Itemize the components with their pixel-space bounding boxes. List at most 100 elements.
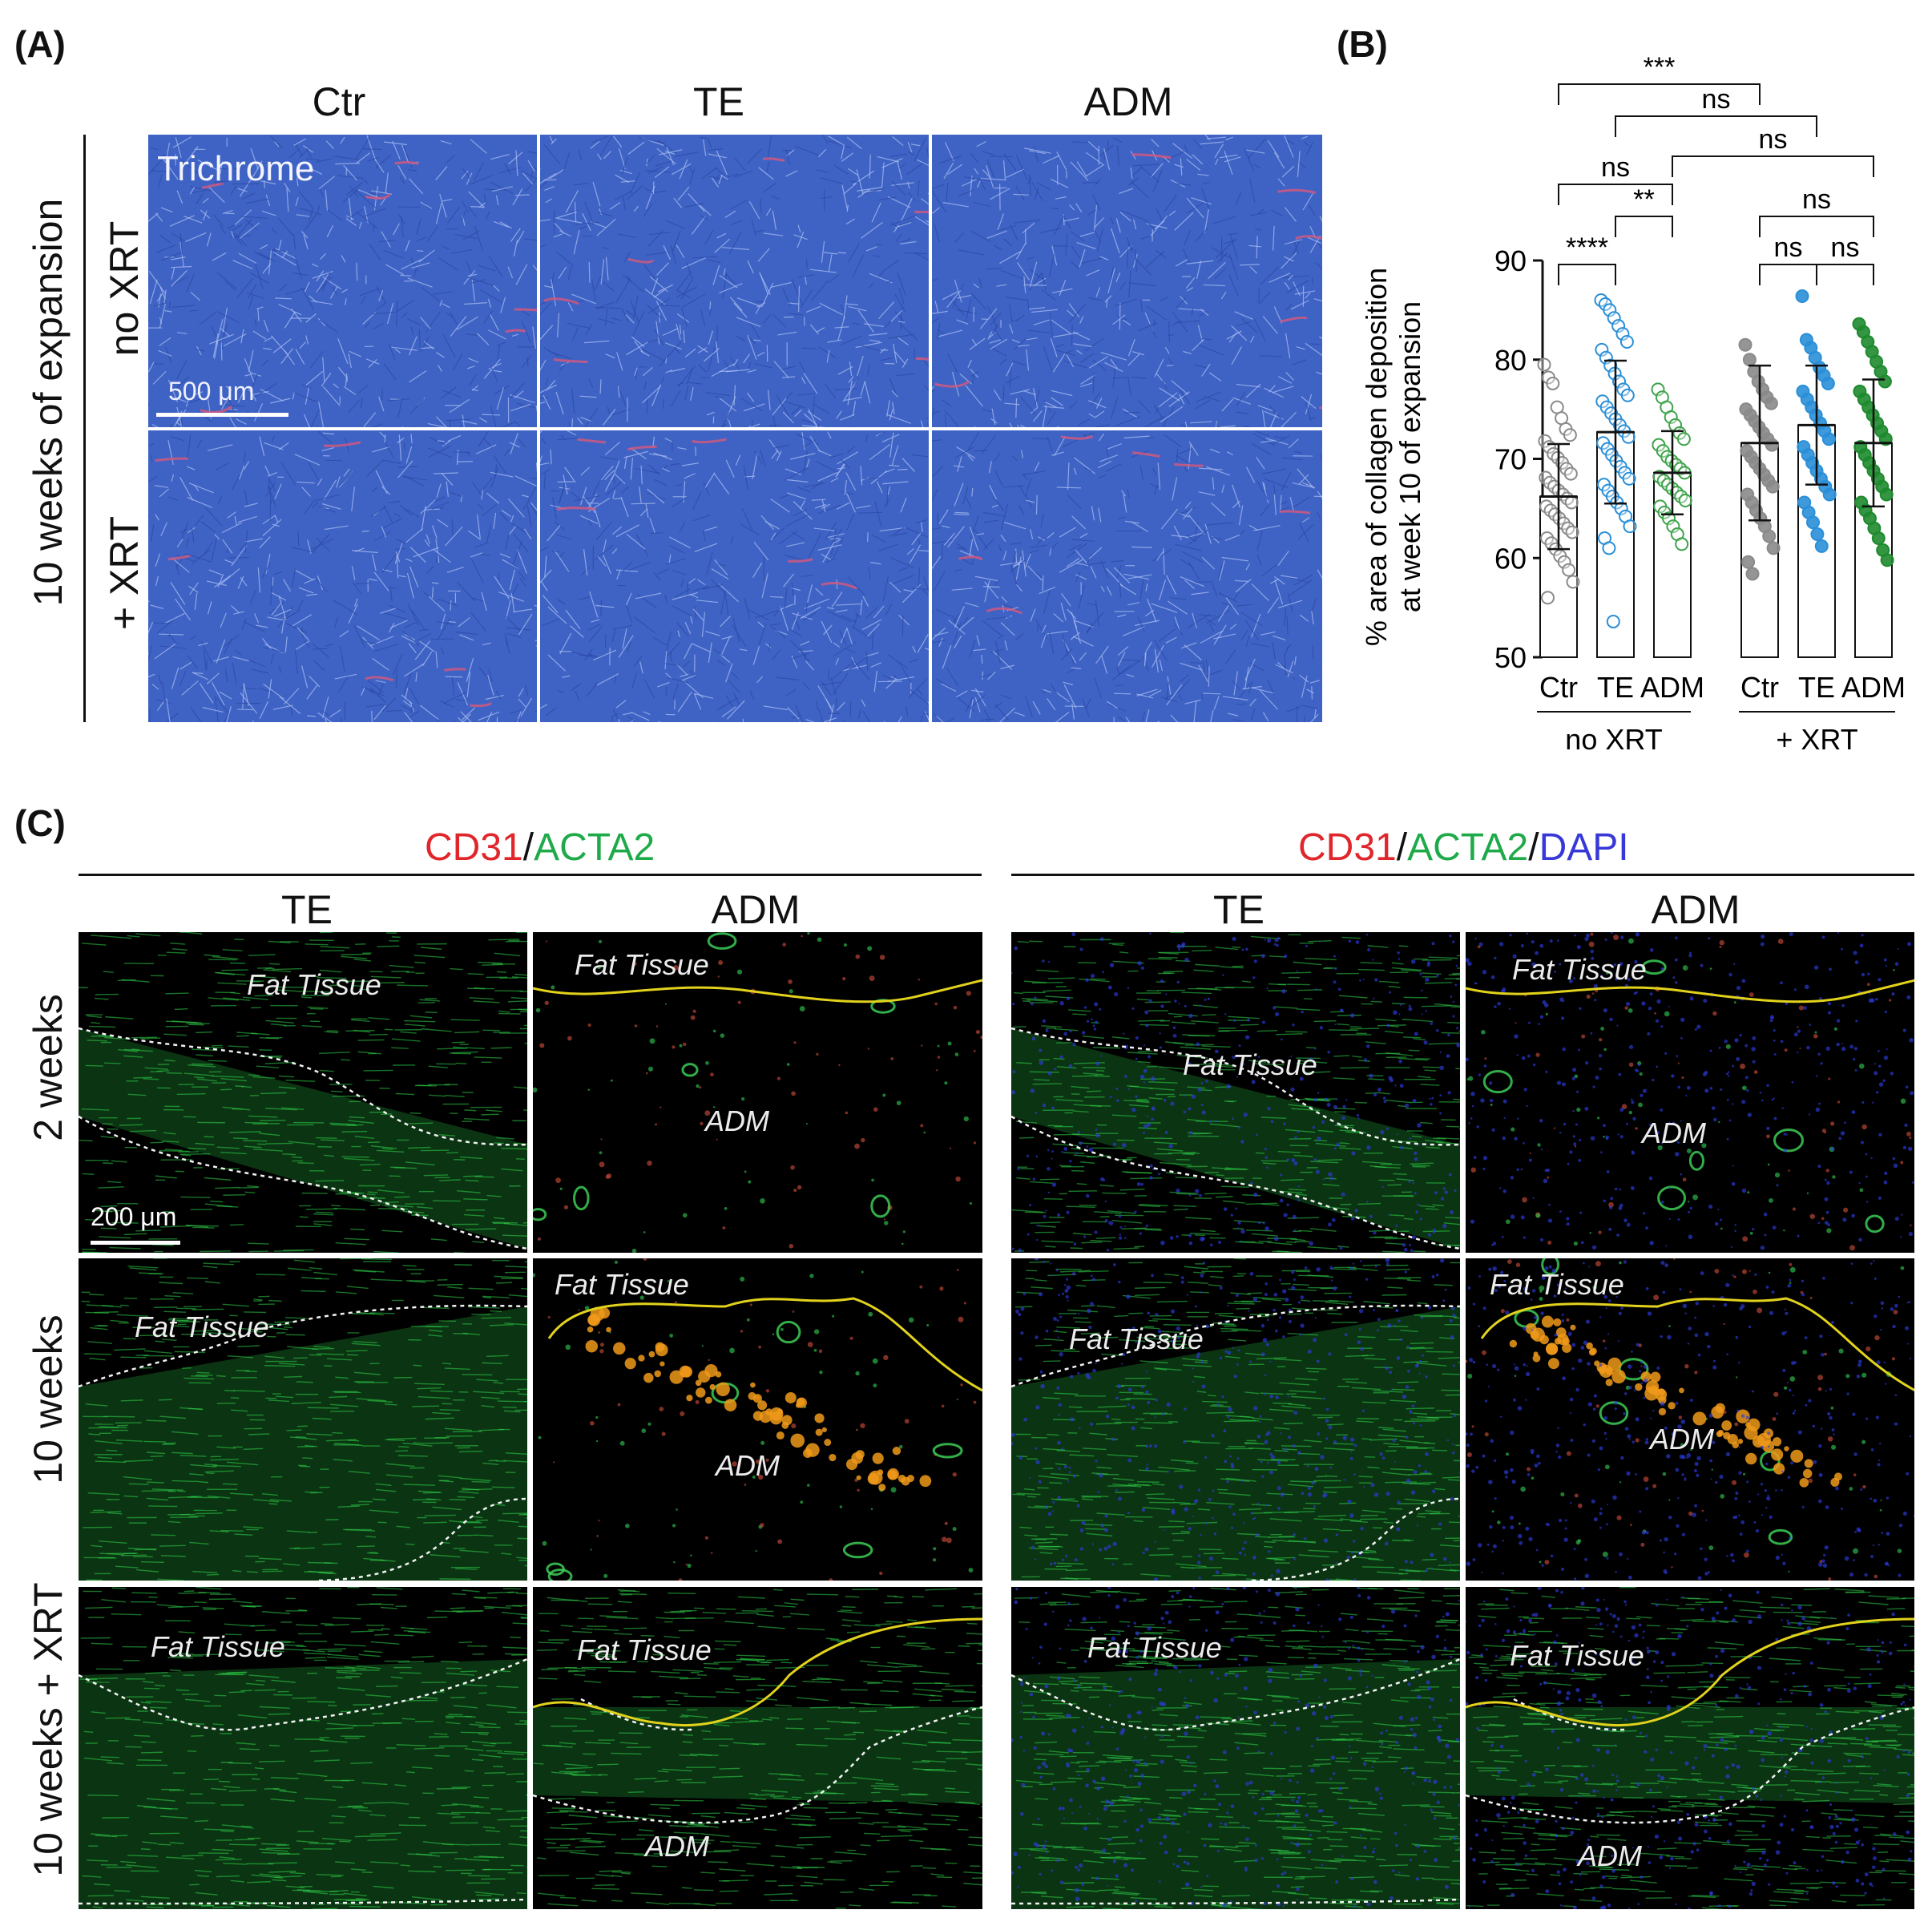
fat-tissue-label: Fat Tissue <box>1512 953 1647 987</box>
trichrome-image-xrt-ctr <box>148 430 537 722</box>
panelC-col-adm-2: ADM <box>1535 886 1856 933</box>
data-point <box>1765 398 1777 410</box>
fat-tissue-label: Fat Tissue <box>575 948 709 982</box>
panelC-stain-left: CD31/ACTA2 <box>425 826 655 870</box>
if-image-10wk-te: Fat Tissue <box>79 1258 527 1581</box>
stain-cd31: CD31 <box>425 826 523 869</box>
trichrome-image-xrt-adm <box>932 430 1322 722</box>
data-point <box>1623 473 1636 485</box>
data-point <box>1740 339 1752 351</box>
data-point <box>1823 433 1835 445</box>
x-category-label: ADM <box>1640 671 1704 704</box>
adm-label: ADM <box>705 1104 769 1138</box>
panelA-scale-bar-label: 500 μm <box>168 377 254 406</box>
panelA-col-adm: ADM <box>968 79 1289 125</box>
significance-label: ns <box>1774 232 1803 263</box>
significance-label: ns <box>1759 124 1788 155</box>
data-point <box>1763 531 1775 543</box>
data-point <box>1567 575 1579 587</box>
fat-tissue-label: Fat Tissue <box>1510 1639 1644 1673</box>
if-image-10wk-adm: Fat Tissue ADM <box>533 1258 982 1581</box>
fat-tissue-label: Fat Tissue <box>247 968 381 1002</box>
group-label: no XRT <box>1565 723 1662 756</box>
data-point <box>1603 542 1615 554</box>
data-point <box>1565 468 1577 480</box>
stain-sep1: / <box>1397 826 1407 869</box>
data-point <box>1881 489 1893 501</box>
data-point <box>1822 378 1834 390</box>
fat-tissue-label: Fat Tissue <box>555 1268 689 1302</box>
trichrome-image-noxrt-adm <box>932 135 1322 427</box>
y-tick-label: 90 <box>1494 244 1527 277</box>
data-point <box>1624 520 1636 532</box>
data-point <box>1767 481 1779 493</box>
adm-label: ADM <box>716 1449 780 1483</box>
adm-label: ADM <box>1578 1839 1642 1873</box>
significance-bracket <box>1817 264 1874 285</box>
if-image-10wkxrt-adm: Fat Tissue ADM <box>533 1587 982 1909</box>
panelA-group-label: 10 weeks of expansion <box>24 170 72 635</box>
y-axis-label-line1: % area of collagen deposition <box>1360 268 1393 646</box>
stain-sep2: / <box>1528 826 1539 869</box>
significance-bracket <box>1559 264 1615 285</box>
fat-tissue-label: Fat Tissue <box>135 1310 269 1344</box>
significance-label: ns <box>1831 232 1860 263</box>
data-point <box>1824 489 1836 501</box>
panelA-group-bracket <box>83 135 86 722</box>
stain-acta2: ACTA2 <box>534 826 655 869</box>
y-tick-label: 60 <box>1494 542 1527 575</box>
panelC-scale-bar-label: 200 μm <box>91 1202 176 1232</box>
data-point <box>1607 616 1619 628</box>
significance-bracket <box>1559 184 1672 205</box>
panelA-scale-bar <box>156 413 288 417</box>
y-tick-label: 50 <box>1494 641 1527 674</box>
data-point <box>1879 375 1891 387</box>
panelA-col-te: TE <box>559 79 879 125</box>
significance-label: ns <box>1802 184 1831 215</box>
data-point <box>1811 528 1823 540</box>
panelC-row-10weeks: 10 weeks <box>24 1271 72 1528</box>
trichrome-image-xrt-te <box>540 430 929 722</box>
panelA-col-ctr: Ctr <box>179 79 499 125</box>
if-image-2wk-adm-dapi: Fat Tissue ADM <box>1466 932 1914 1253</box>
panelA-row-xrt: + XRT <box>100 473 148 673</box>
panelC-row-10weeks-xrt: 10 weeks + XRT <box>24 1529 72 1930</box>
stain-sep: / <box>523 826 534 869</box>
x-category-label: ADM <box>1841 671 1906 704</box>
if-image-2wk-te-dapi: Fat Tissue <box>1011 932 1460 1253</box>
data-point <box>1680 495 1692 507</box>
panelA-row-noxrt: no XRT <box>100 188 148 389</box>
data-point <box>1744 353 1756 365</box>
data-point <box>1766 439 1778 451</box>
if-image-10wk-adm-dapi: Fat Tissue ADM <box>1466 1258 1914 1581</box>
panelC-stain-right: CD31/ACTA2/DAPI <box>1298 826 1629 870</box>
trichrome-image-noxrt-te <box>540 135 929 427</box>
adm-label: ADM <box>1642 1116 1706 1150</box>
panelC-row-2weeks: 2 weeks <box>24 939 72 1196</box>
panelC-col-adm-1: ADM <box>595 886 916 933</box>
data-point <box>1816 540 1828 552</box>
significance-bracket <box>1615 216 1672 237</box>
fat-tissue-label: Fat Tissue <box>577 1633 712 1667</box>
panel-label-a: (A) <box>14 22 66 66</box>
if-image-10wkxrt-te-dapi: Fat Tissue <box>1011 1587 1460 1909</box>
data-point <box>1566 496 1578 508</box>
if-image-2wk-te: Fat Tissue 200 μm <box>79 932 527 1253</box>
panelC-col-te-2: TE <box>1079 886 1399 933</box>
stain-cd31-r: CD31 <box>1298 826 1397 869</box>
y-tick-label: 70 <box>1494 443 1527 476</box>
if-image-10wkxrt-te: Fat Tissue <box>79 1587 527 1909</box>
y-tick-label: 80 <box>1494 344 1527 377</box>
data-point <box>1621 336 1633 348</box>
fat-tissue-label: Fat Tissue <box>1183 1048 1317 1082</box>
data-point <box>1768 542 1780 554</box>
data-point <box>1747 568 1759 580</box>
data-point <box>1742 556 1754 568</box>
significance-bracket <box>1760 264 1817 285</box>
data-point <box>1797 290 1809 302</box>
fat-tissue-label: Fat Tissue <box>1490 1268 1624 1302</box>
data-point <box>1807 516 1819 528</box>
x-category-label: Ctr <box>1539 671 1578 704</box>
if-image-2wk-adm: Fat Tissue ADM <box>533 932 982 1253</box>
